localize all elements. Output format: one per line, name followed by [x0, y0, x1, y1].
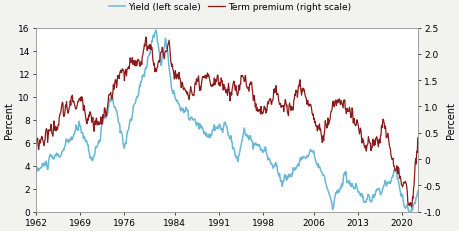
Term premium (right scale)	[313, 125, 319, 128]
Term premium (right scale)	[414, 137, 420, 140]
Term premium (right scale)	[397, 176, 403, 179]
Y-axis label: Percent: Percent	[4, 102, 14, 138]
Yield (left scale)	[313, 162, 319, 165]
Yield (left scale)	[33, 170, 39, 173]
Term premium (right scale)	[143, 36, 148, 39]
Term premium (right scale)	[33, 142, 39, 145]
Term premium (right scale)	[64, 108, 70, 111]
Yield (left scale)	[409, 207, 414, 210]
Yield (left scale)	[125, 130, 130, 133]
Line: Term premium (right scale): Term premium (right scale)	[36, 38, 417, 207]
Yield (left scale)	[405, 210, 411, 213]
Line: Yield (left scale): Yield (left scale)	[36, 31, 417, 212]
Yield (left scale)	[397, 191, 403, 194]
Yield (left scale)	[64, 139, 70, 142]
Yield (left scale)	[153, 30, 158, 32]
Legend: Yield (left scale), Term premium (right scale): Yield (left scale), Term premium (right …	[105, 0, 354, 16]
Term premium (right scale)	[409, 204, 414, 207]
Yield (left scale)	[414, 190, 420, 193]
Term premium (right scale)	[125, 67, 130, 70]
Yield (left scale)	[318, 170, 323, 173]
Term premium (right scale)	[318, 132, 323, 135]
Term premium (right scale)	[408, 206, 414, 209]
Y-axis label: Percent: Percent	[445, 102, 455, 138]
